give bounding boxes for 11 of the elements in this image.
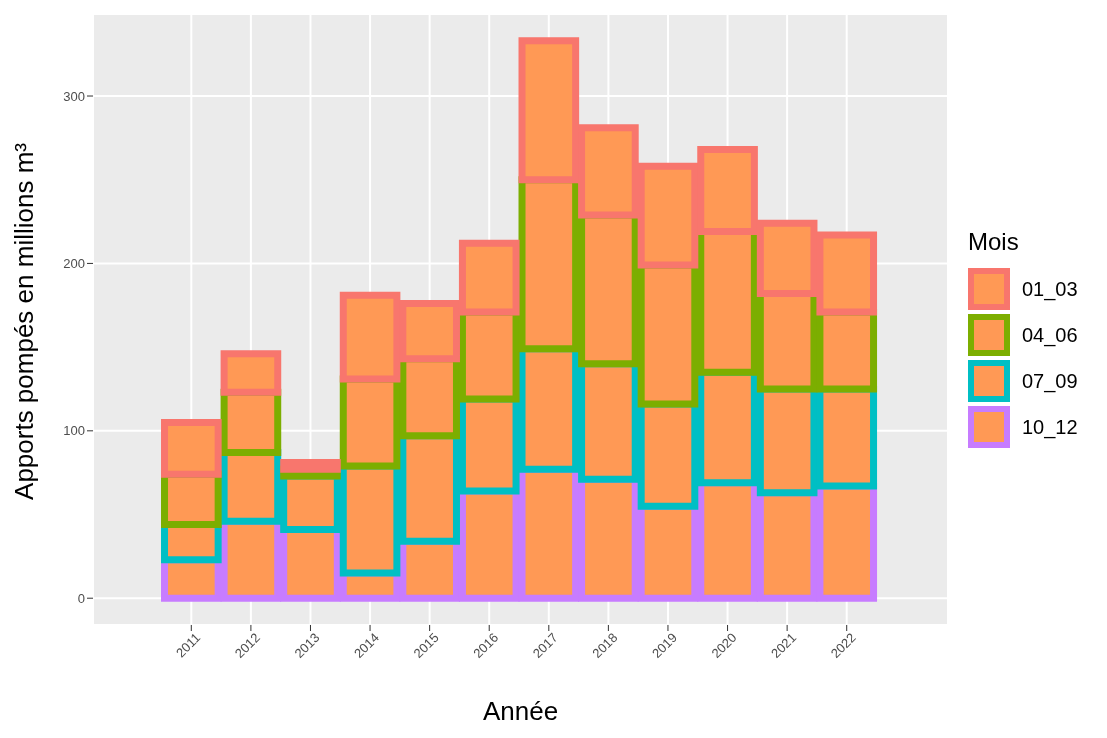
x-axis-title: Année [482, 696, 559, 726]
legend-label: 10_12 [1022, 415, 1078, 439]
y-tick-label: 100 [63, 423, 85, 439]
legend-title: Mois [968, 228, 1020, 256]
legend-label: 04_06 [1022, 323, 1078, 347]
legend-label: 01_03 [1022, 277, 1078, 301]
legend-label: 07_09 [1022, 369, 1078, 393]
y-tick-label: 0 [77, 590, 85, 606]
y-tick-label: 200 [63, 256, 85, 272]
y-axis-title: Apports pompés en millions m³ [8, 143, 40, 500]
y-tick-label: 300 [63, 88, 85, 104]
